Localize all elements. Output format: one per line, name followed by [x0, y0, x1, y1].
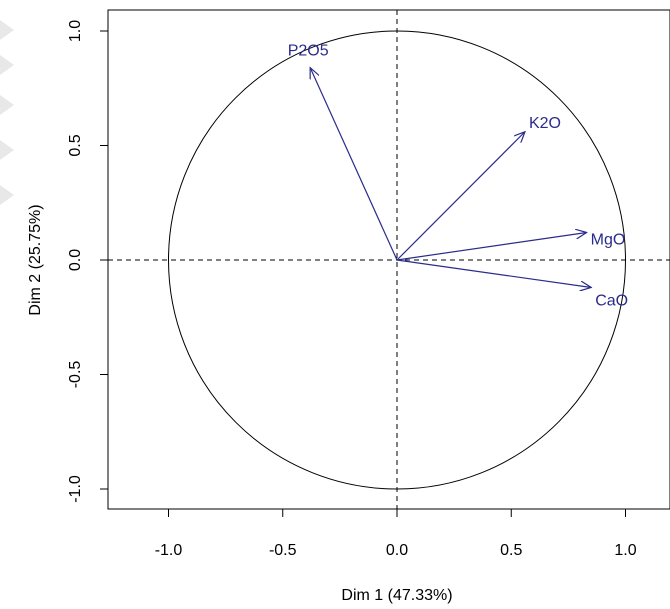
vector-label-cao: CaO	[595, 292, 628, 309]
y-tick-label: -0.5	[67, 361, 84, 389]
x-axis-title: Dim 1 (47.33%)	[341, 587, 452, 604]
variable-vectors: P2O5 K2O MgO CaO	[288, 43, 628, 310]
vector-arrow-cao	[396, 259, 591, 287]
vector-arrow-k2o	[396, 132, 525, 261]
y-axis-title: Dim 2 (25.75%)	[27, 204, 44, 315]
correlation-circle	[168, 30, 626, 490]
x-tick-label: -1.0	[155, 542, 183, 559]
vector-arrow-mgo	[396, 233, 587, 261]
y-tick-label: -1.0	[67, 475, 84, 503]
x-tick-label: -0.5	[269, 542, 297, 559]
vector-label-k2o: K2O	[529, 115, 561, 132]
x-tick-label: 1.0	[614, 542, 636, 559]
y-tick-label: 0.0	[67, 249, 84, 271]
x-axis: -1.0 -0.5 0.0 0.5 1.0	[155, 508, 637, 559]
x-tick-label: 0.5	[500, 542, 522, 559]
vector-arrow-p2o5	[310, 68, 398, 261]
y-tick-label: 1.0	[67, 20, 84, 42]
y-tick-label: 0.5	[67, 134, 84, 156]
watermark	[0, 20, 14, 205]
vector-label-p2o5: P2O5	[288, 43, 329, 60]
y-axis: -1.0 -0.5 0.0 0.5 1.0	[67, 20, 109, 503]
vector-label-mgo: MgO	[591, 232, 626, 249]
x-tick-label: 0.0	[386, 542, 408, 559]
